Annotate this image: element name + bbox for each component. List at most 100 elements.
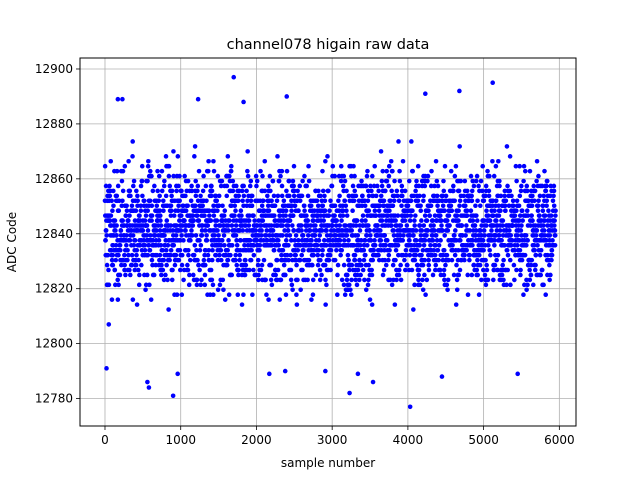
data-point [391,198,397,204]
data-point [112,282,118,288]
data-point [398,277,404,283]
data-point [400,238,406,243]
data-point [211,203,216,209]
data-point [527,168,533,174]
data-point [383,262,389,268]
data-point [440,193,446,199]
data-point [174,292,180,298]
data-point [115,183,121,189]
data-point [130,233,136,238]
data-point [265,193,270,199]
data-point [350,208,355,213]
data-point [297,198,303,204]
data-point [193,178,199,184]
data-point [333,223,339,228]
data-point [391,228,396,233]
data-point [169,277,175,283]
data-point [143,282,149,288]
data-point [421,223,427,228]
data-point [206,208,212,213]
data-point [227,173,232,179]
data-point [468,208,474,213]
data-point [381,198,387,204]
data-point [390,168,395,174]
data-point [201,257,207,263]
data-point [128,193,133,199]
data-point [314,198,320,204]
data-point [447,223,452,228]
data-point [496,158,501,164]
data-point [522,168,528,174]
data-point [356,277,362,283]
data-point [491,267,497,273]
data-point [389,223,394,228]
data-point [212,233,217,238]
data-point [542,218,547,223]
data-point [302,208,307,213]
data-point [117,272,123,278]
data-point [543,292,549,298]
data-point [180,203,186,209]
data-point [294,292,299,298]
data-point [266,183,271,189]
data-point [321,218,326,223]
data-point [483,282,489,288]
data-point [371,247,376,253]
data-point [194,277,200,283]
data-point [418,233,424,238]
data-point [345,252,351,258]
data-point [497,183,502,189]
data-point [485,277,491,283]
data-point [534,178,539,184]
data-point [187,272,192,278]
data-point [453,302,459,307]
data-point [159,168,165,174]
data-point [411,307,416,312]
data-point [291,163,297,169]
data-point [400,158,406,164]
data-point [123,213,129,218]
data-point [113,242,119,248]
data-point [193,193,199,199]
data-point [409,139,414,144]
data-point [200,188,206,194]
data-point [219,238,225,243]
data-point [390,203,396,209]
data-point [293,257,299,263]
data-point [298,287,303,293]
data-point [437,267,443,273]
data-point [202,262,208,268]
data-point [470,218,476,223]
data-point [502,242,507,248]
data-point [150,188,156,194]
data-point [476,183,481,189]
data-point [340,213,346,218]
data-point [471,262,477,268]
data-point [337,242,343,248]
data-point [281,262,287,268]
data-point [320,203,326,209]
data-point [332,213,337,218]
data-point [168,223,174,228]
data-point [388,198,393,204]
data-point [549,247,555,253]
data-point [119,262,124,268]
data-point [203,183,209,189]
axes-frame [79,57,577,427]
data-point [348,292,354,298]
data-point [315,252,321,258]
data-point [371,183,377,189]
data-point [330,223,335,228]
data-point [373,193,379,199]
data-point [276,178,282,184]
data-point [424,277,430,283]
data-point [138,208,144,213]
data-point [169,193,174,199]
data-point [541,223,546,228]
data-point [415,163,421,169]
data-point [532,247,537,253]
data-point [456,247,461,253]
data-point [532,188,538,194]
data-point [182,218,187,223]
data-point [327,208,332,213]
